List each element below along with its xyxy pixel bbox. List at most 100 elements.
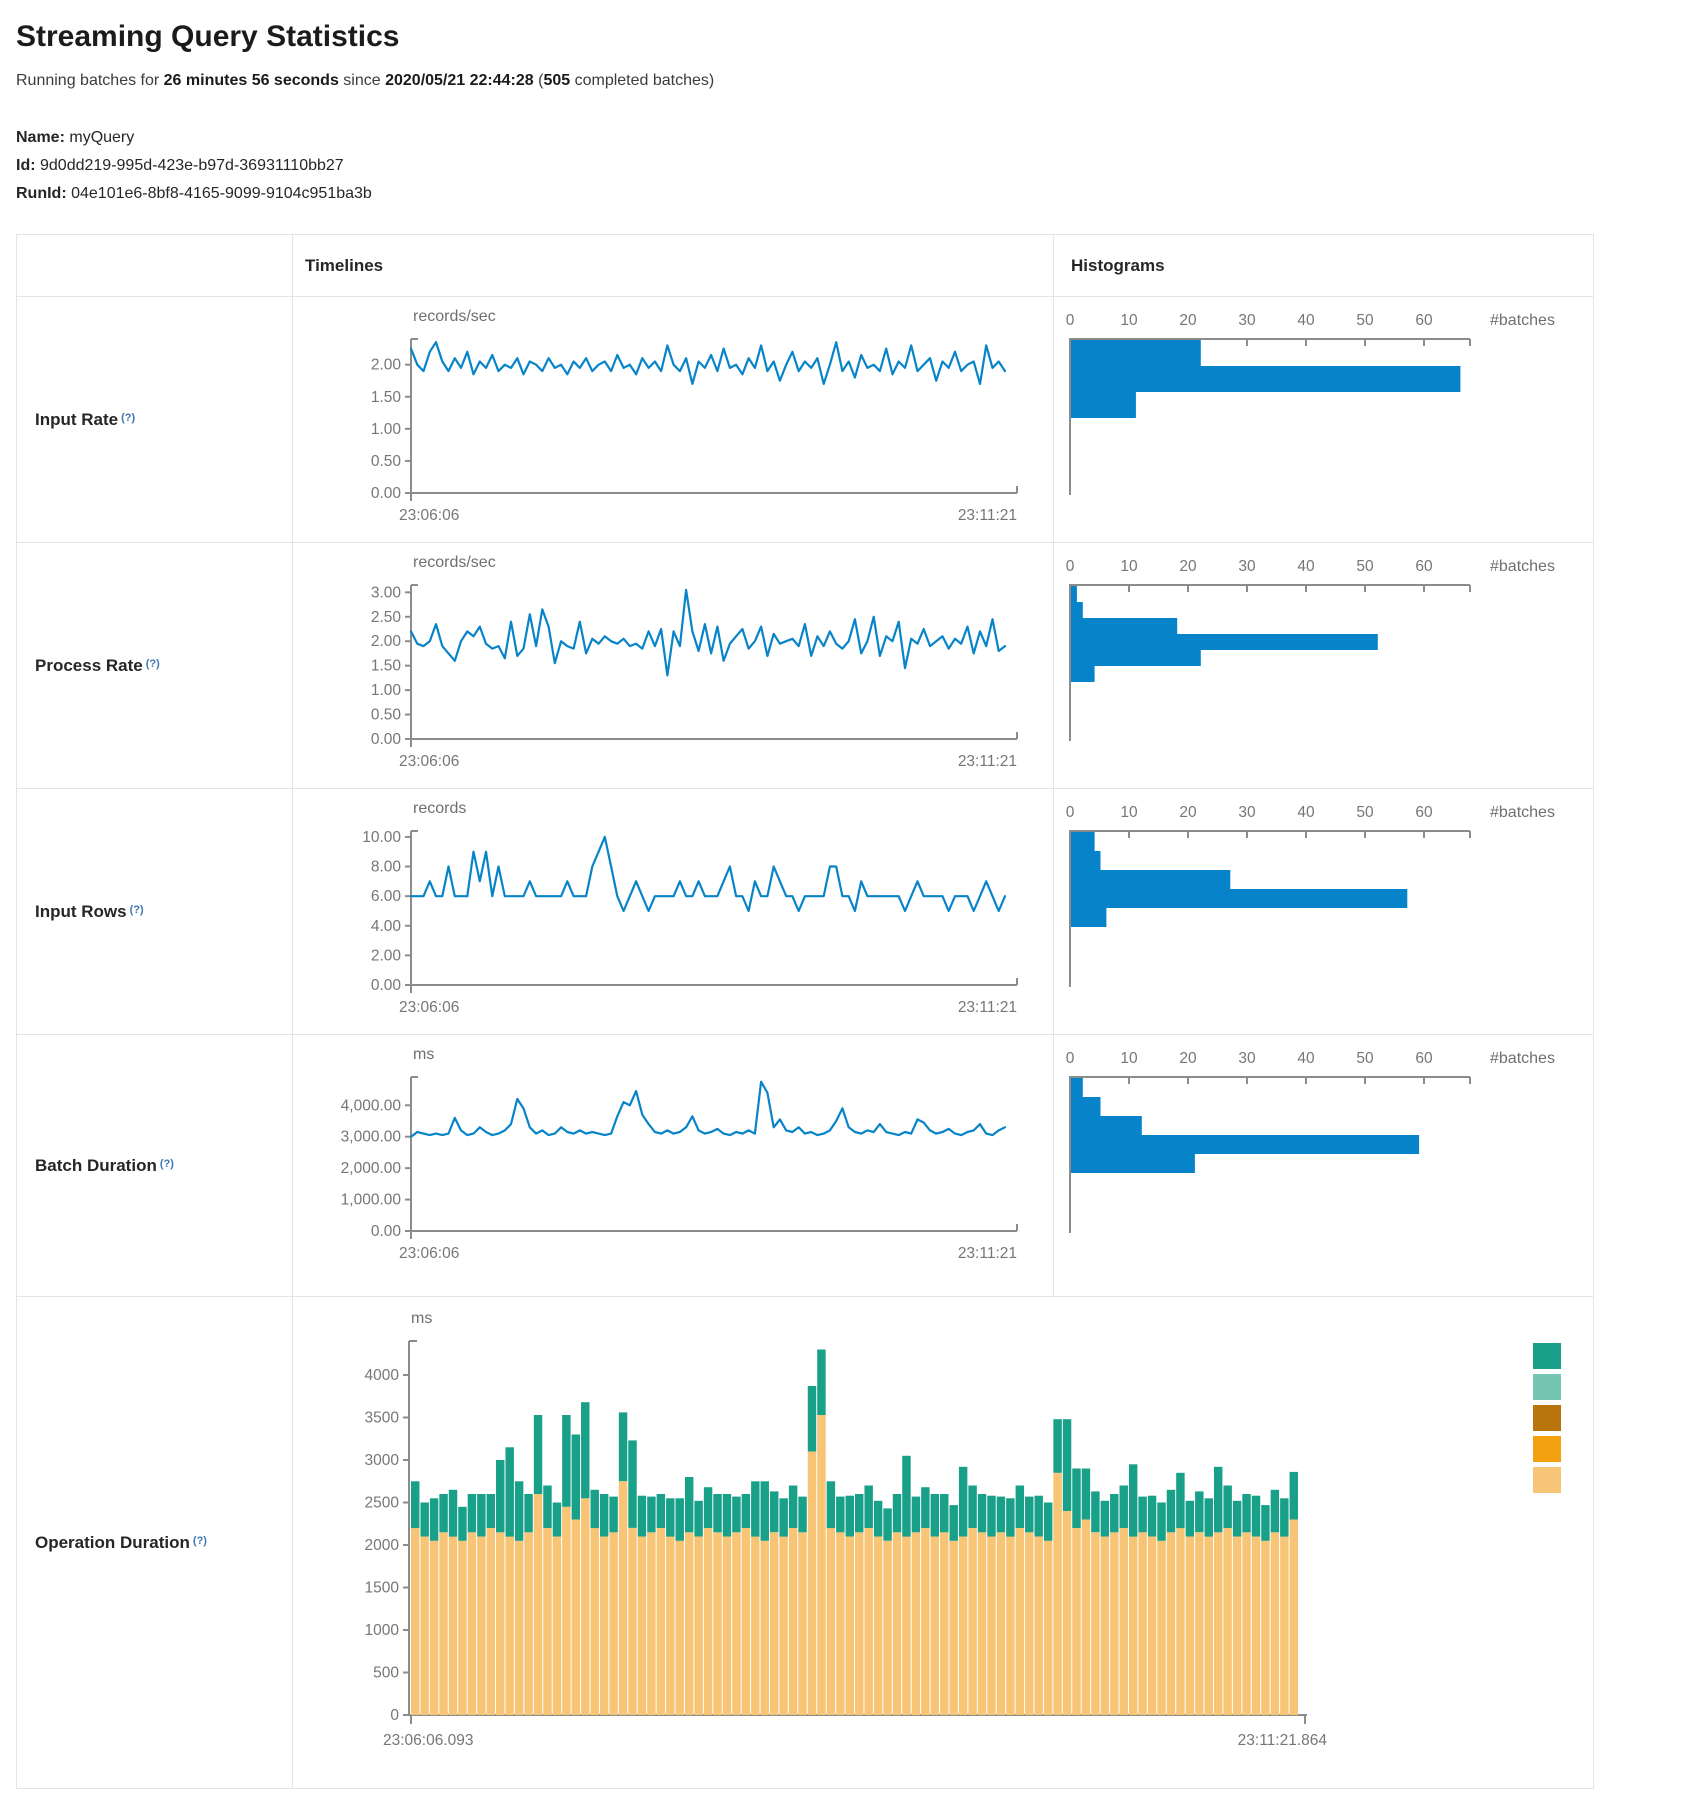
svg-text:1.50: 1.50 bbox=[371, 658, 402, 675]
svg-text:0.00: 0.00 bbox=[371, 731, 402, 748]
start-timestamp: 2020/05/21 22:44:28 bbox=[385, 72, 534, 89]
operation-duration-label: Operation Duration bbox=[35, 1532, 190, 1552]
summary-text: Running batches for bbox=[16, 72, 164, 89]
input-rate-histogram-cell: 0 10 20 30 40 50 60 #batches bbox=[1053, 296, 1593, 542]
summary-text: completed batches) bbox=[570, 72, 715, 89]
svg-text:23:06:06: 23:06:06 bbox=[399, 507, 459, 524]
svg-text:23:11:21: 23:11:21 bbox=[958, 753, 1017, 770]
id-label: Id: bbox=[16, 157, 36, 174]
svg-text:3,000.00: 3,000.00 bbox=[341, 1129, 401, 1146]
completed-batches-count: 505 bbox=[543, 72, 571, 89]
svg-text:3000: 3000 bbox=[365, 1452, 400, 1469]
run-duration: 26 minutes 56 seconds bbox=[163, 72, 339, 89]
input-rate-timeline-chart: records/sec 2.00 1.50 1.00 0.50 0.00 23:06:06 2… bbox=[371, 308, 1018, 524]
svg-text:#batches: #batches bbox=[1490, 558, 1555, 575]
column-header-timelines: Timelines bbox=[292, 235, 1053, 296]
help-icon[interactable]: (?) bbox=[159, 1157, 174, 1170]
legend-swatch-green bbox=[1533, 1343, 1561, 1369]
svg-text:8.00: 8.00 bbox=[371, 859, 402, 876]
svg-text:2.00: 2.00 bbox=[371, 947, 402, 964]
help-icon[interactable]: (?) bbox=[192, 1534, 207, 1547]
svg-text:30: 30 bbox=[1238, 312, 1256, 329]
input-rate-histogram-chart: 0 10 20 30 40 50 60 #batches bbox=[1066, 312, 1555, 495]
page-title: Streaming Query Statistics bbox=[16, 20, 400, 53]
svg-text:4.00: 4.00 bbox=[371, 918, 402, 935]
svg-text:50: 50 bbox=[1356, 804, 1374, 821]
svg-text:1.00: 1.00 bbox=[371, 682, 402, 699]
svg-text:20: 20 bbox=[1179, 312, 1197, 329]
svg-text:20: 20 bbox=[1179, 804, 1197, 821]
svg-text:20: 20 bbox=[1179, 1050, 1197, 1067]
batch-duration-timeline-chart: ms 4,000.00 3,000.00 2,000.00 1,000.00 0.00 23… bbox=[341, 1046, 1018, 1262]
svg-text:0: 0 bbox=[1066, 558, 1075, 575]
process-rate-timeline-cell: records/sec 3.00 2.50 2.00 1.50 1.00 0.50 0.00 2… bbox=[292, 542, 1053, 788]
summary-text: ( bbox=[533, 72, 544, 89]
svg-text:10: 10 bbox=[1120, 558, 1138, 575]
legend-swatch-light-orange bbox=[1533, 1467, 1561, 1493]
svg-text:4,000.00: 4,000.00 bbox=[341, 1097, 401, 1114]
svg-text:60: 60 bbox=[1415, 804, 1433, 821]
batch-duration-timeline-cell: ms 4,000.00 3,000.00 2,000.00 1,000.00 0.00 23… bbox=[292, 1034, 1053, 1296]
svg-text:0.00: 0.00 bbox=[371, 1223, 402, 1240]
help-icon[interactable]: (?) bbox=[121, 411, 136, 424]
svg-text:40: 40 bbox=[1297, 312, 1315, 329]
row-label-batch-duration: Batch Duration (?) bbox=[17, 1034, 292, 1296]
query-runid-row: RunId: 04e101e6-8bf8-4165-9099-9104c951b… bbox=[16, 180, 1677, 208]
process-rate-timeline-chart: records/sec 3.00 2.50 2.00 1.50 1.00 0.50 0.00 2… bbox=[371, 554, 1018, 770]
svg-text:40: 40 bbox=[1297, 804, 1315, 821]
row-label-input-rate: Input Rate (?) bbox=[17, 296, 292, 542]
help-icon[interactable]: (?) bbox=[129, 903, 144, 916]
svg-text:0.50: 0.50 bbox=[371, 453, 402, 470]
svg-text:10: 10 bbox=[1120, 804, 1138, 821]
process-rate-histogram-cell: 0 10 20 30 40 50 60 #batches bbox=[1053, 542, 1593, 788]
svg-text:40: 40 bbox=[1297, 558, 1315, 575]
svg-text:60: 60 bbox=[1415, 1050, 1433, 1067]
input-rate-timeline-cell: records/sec 2.00 1.50 1.00 0.50 0.00 23:06:06 2… bbox=[292, 296, 1053, 542]
svg-text:2.50: 2.50 bbox=[371, 609, 402, 626]
svg-text:23:11:21: 23:11:21 bbox=[958, 1245, 1017, 1262]
svg-text:23:06:06: 23:06:06 bbox=[399, 753, 459, 770]
batch-duration-histogram-cell: 0 10 20 30 40 50 60 #batches bbox=[1053, 1034, 1593, 1296]
svg-text:3.00: 3.00 bbox=[371, 584, 402, 601]
svg-text:#batches: #batches bbox=[1490, 804, 1555, 821]
column-header-histograms: Histograms bbox=[1053, 235, 1593, 296]
help-icon[interactable]: (?) bbox=[145, 657, 160, 670]
svg-text:0.00: 0.00 bbox=[371, 485, 402, 502]
query-id-row: Id: 9d0dd219-995d-423e-b97d-36931110bb27 bbox=[16, 152, 1677, 180]
summary-text: since bbox=[338, 72, 386, 89]
row-label-input-rows: Input Rows (?) bbox=[17, 788, 292, 1034]
id-value: 9d0dd219-995d-423e-b97d-36931110bb27 bbox=[40, 157, 344, 174]
svg-text:60: 60 bbox=[1415, 312, 1433, 329]
svg-text:#batches: #batches bbox=[1490, 1050, 1555, 1067]
svg-text:10: 10 bbox=[1120, 1050, 1138, 1067]
legend-swatch-light-teal bbox=[1533, 1374, 1561, 1400]
input-rows-histogram-cell: 0 10 20 30 40 50 60 #batches bbox=[1053, 788, 1593, 1034]
svg-text:1.00: 1.00 bbox=[371, 421, 402, 438]
svg-text:6.00: 6.00 bbox=[371, 888, 402, 905]
batch-duration-histogram-chart: 0 10 20 30 40 50 60 #batches bbox=[1066, 1050, 1555, 1233]
input-rows-timeline-cell: records 10.00 8.00 6.00 4.00 2.00 0.00 23:06:06… bbox=[292, 788, 1053, 1034]
input-rows-histogram-chart: 0 10 20 30 40 50 60 #batches bbox=[1066, 804, 1555, 987]
svg-text:50: 50 bbox=[1356, 558, 1374, 575]
svg-text:1000: 1000 bbox=[365, 1622, 400, 1639]
svg-text:1.50: 1.50 bbox=[371, 389, 402, 406]
svg-text:0: 0 bbox=[1066, 1050, 1075, 1067]
query-name-row: Name: myQuery bbox=[16, 124, 1677, 152]
svg-text:0.00: 0.00 bbox=[371, 977, 402, 994]
row-label-operation-duration: Operation Duration (?) bbox=[17, 1296, 292, 1788]
svg-text:23:06:06: 23:06:06 bbox=[399, 999, 459, 1016]
batch-duration-label: Batch Duration bbox=[35, 1155, 157, 1175]
svg-text:2500: 2500 bbox=[365, 1495, 400, 1512]
svg-text:2000: 2000 bbox=[365, 1537, 400, 1554]
name-value: myQuery bbox=[69, 129, 135, 146]
input-rows-label: Input Rows bbox=[35, 901, 127, 921]
svg-text:30: 30 bbox=[1238, 558, 1256, 575]
running-batches-summary: Running batches for 26 minutes 56 second… bbox=[16, 72, 1677, 90]
svg-text:2.00: 2.00 bbox=[371, 633, 402, 650]
legend-swatch-orange bbox=[1533, 1436, 1561, 1462]
svg-text:30: 30 bbox=[1238, 1050, 1256, 1067]
svg-text:23:11:21: 23:11:21 bbox=[958, 507, 1017, 524]
svg-text:60: 60 bbox=[1415, 558, 1433, 575]
svg-text:20: 20 bbox=[1179, 558, 1197, 575]
